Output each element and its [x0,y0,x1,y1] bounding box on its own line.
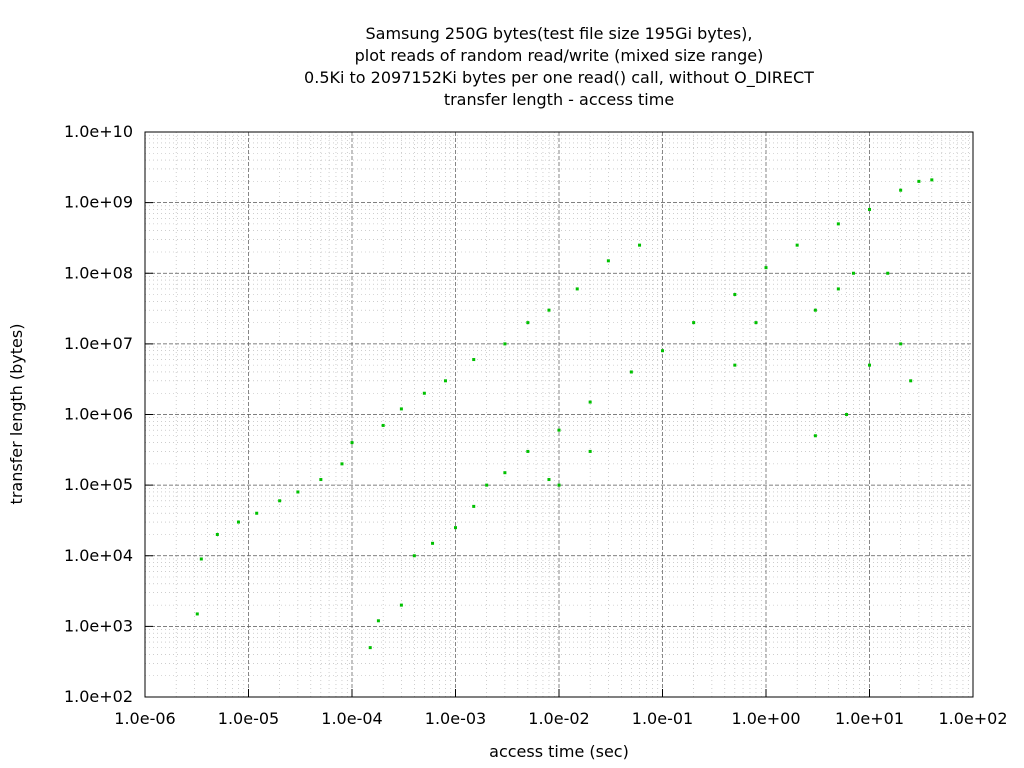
data-point [899,342,903,346]
y-tick-label: 1.0e+04 [64,546,133,565]
chart-title-line-2: plot reads of random read/write (mixed s… [355,46,764,65]
x-tick-label: 1.0e-04 [321,709,382,728]
data-point [845,413,849,416]
data-point [199,557,203,561]
y-axis-label: transfer length (bytes) [7,324,26,505]
chart-title: Samsung 250G bytes(test file size 195Gi … [304,24,814,109]
data-point [195,612,199,616]
y-tick-label: 1.0e+06 [64,405,133,424]
data-point [733,363,737,367]
data-point [472,504,476,508]
x-tick-label: 1.0e-05 [218,709,279,728]
y-tick-label: 1.0e+07 [64,334,133,353]
y-axis-ticks: 1.0e+02 1.0e+03 1.0e+04 1.0e+05 1.0e+06 1.0e+… [64,122,153,706]
data-point [526,321,530,325]
x-tick-label: 1.0e+00 [731,709,800,728]
y-tick-label: 1.0e+03 [64,616,133,635]
y-tick-label: 1.0e+10 [64,122,133,141]
data-point [368,646,372,650]
data-point [764,266,768,270]
data-point [443,379,447,383]
data-point [930,178,934,182]
data-point [899,188,903,192]
data-point [557,483,561,487]
data-points [195,178,934,650]
data-point [412,554,416,558]
data-point [836,222,840,226]
grid [144,131,974,698]
data-point [278,499,282,503]
data-point [588,449,592,453]
x-tick-label: 1.0e-01 [632,709,693,728]
x-axis-ticks: 1.0e-06 1.0e-05 1.0e-04 1.0e-03 1.0e-02 1.0e-… [114,689,1008,728]
y-tick-label: 1.0e+05 [64,475,133,494]
data-point [547,308,551,312]
data-point [422,391,426,395]
x-tick-label: 1.0e+01 [835,709,904,728]
x-axis-label: access time (sec) [489,742,629,761]
x-tick-label: 1.0e-06 [114,709,175,728]
data-point [754,321,758,325]
data-point [319,478,323,482]
data-point [472,358,476,362]
data-point [813,434,817,438]
data-point [733,293,737,297]
data-point [255,511,259,515]
data-point [399,407,403,411]
data-point [503,342,507,346]
data-point [868,363,871,367]
data-point [557,428,561,432]
y-tick-label: 1.0e+08 [64,263,133,282]
data-point [547,478,551,482]
data-point [485,483,489,487]
data-point [629,370,633,374]
data-point [909,379,913,383]
chart-title-line-1: Samsung 250G bytes(test file size 195Gi … [366,24,753,43]
x-tick-label: 1.0e+02 [938,709,1007,728]
data-point [215,532,219,536]
data-point [454,526,457,530]
y-tick-label: 1.0e+09 [64,193,133,212]
data-point [588,400,592,404]
data-point [296,490,300,494]
data-point [399,603,403,607]
y-tick-label: 1.0e+02 [64,687,133,706]
data-point [526,449,530,453]
chart-title-line-4: transfer length - access time [444,90,674,109]
data-point [340,462,344,466]
data-point [692,321,696,325]
data-point [851,271,855,275]
data-point [350,441,354,445]
data-point [813,308,817,312]
data-point [236,520,240,524]
data-point [575,287,579,291]
data-point [638,243,642,247]
x-tick-label: 1.0e-03 [425,709,486,728]
x-tick-label: 1.0e-02 [528,709,589,728]
data-point [606,259,610,263]
data-point [917,179,921,183]
data-point [661,349,664,353]
data-point [886,271,890,275]
data-point [868,207,871,211]
data-point [795,243,799,247]
data-point [836,287,840,291]
data-point [503,471,507,475]
chart-title-line-3: 0.5Ki to 2097152Ki bytes per one read() … [304,68,814,88]
data-point [376,619,380,623]
data-point [431,541,435,545]
data-point [381,423,385,427]
